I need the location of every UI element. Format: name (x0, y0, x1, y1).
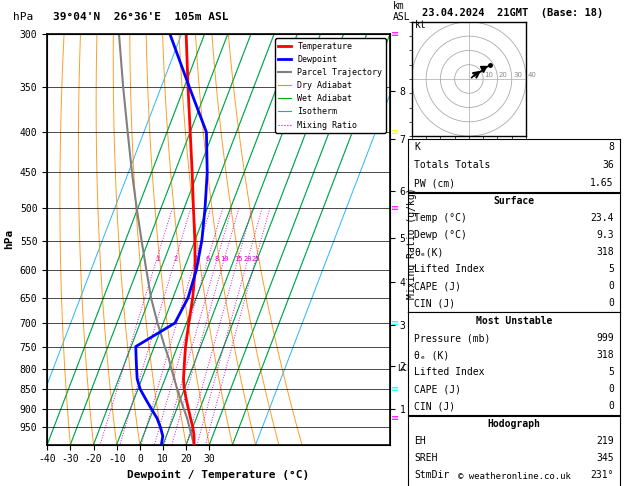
Text: 0: 0 (608, 298, 614, 308)
Text: 0: 0 (608, 384, 614, 394)
Text: 6: 6 (206, 256, 210, 262)
Text: EH: EH (414, 436, 426, 446)
Text: 20: 20 (243, 256, 252, 262)
Text: StmDir: StmDir (414, 470, 449, 480)
Y-axis label: km
ASL: km ASL (408, 230, 430, 248)
Text: 9.3: 9.3 (596, 230, 614, 240)
Text: 23.4: 23.4 (590, 213, 614, 224)
Text: 1.65: 1.65 (590, 178, 614, 188)
Text: ≡: ≡ (391, 413, 399, 423)
Text: ≡: ≡ (391, 127, 399, 137)
Text: 4: 4 (194, 256, 198, 262)
Text: Temp (°C): Temp (°C) (414, 213, 467, 224)
Legend: Temperature, Dewpoint, Parcel Trajectory, Dry Adiabat, Wet Adiabat, Isotherm, Mi: Temperature, Dewpoint, Parcel Trajectory… (275, 38, 386, 133)
Text: 318: 318 (596, 350, 614, 360)
Text: PW (cm): PW (cm) (414, 178, 455, 188)
Text: 345: 345 (596, 453, 614, 463)
Text: 318: 318 (596, 247, 614, 257)
Text: θₑ (K): θₑ (K) (414, 350, 449, 360)
Text: 36: 36 (602, 160, 614, 170)
X-axis label: Dewpoint / Temperature (°C): Dewpoint / Temperature (°C) (128, 470, 309, 480)
Text: Lifted Index: Lifted Index (414, 264, 484, 274)
Text: 30: 30 (513, 71, 522, 78)
Text: Hodograph: Hodograph (487, 419, 540, 429)
Text: 999: 999 (596, 333, 614, 343)
Text: Surface: Surface (493, 196, 535, 207)
Text: km
ASL: km ASL (393, 1, 411, 22)
Text: 20: 20 (499, 71, 508, 78)
Text: CAPE (J): CAPE (J) (414, 384, 461, 394)
Text: θₑ(K): θₑ(K) (414, 247, 443, 257)
Text: 231°: 231° (590, 470, 614, 480)
Text: Dewp (°C): Dewp (°C) (414, 230, 467, 240)
Text: 15: 15 (234, 256, 242, 262)
Text: Most Unstable: Most Unstable (476, 316, 552, 326)
Text: 5: 5 (608, 264, 614, 274)
Text: 1: 1 (155, 256, 159, 262)
Text: Lifted Index: Lifted Index (414, 367, 484, 377)
Text: ≡: ≡ (391, 318, 399, 328)
Text: K: K (414, 142, 420, 153)
Text: Totals Totals: Totals Totals (414, 160, 491, 170)
Y-axis label: hPa: hPa (4, 229, 14, 249)
Text: CIN (J): CIN (J) (414, 298, 455, 308)
Text: Pressure (mb): Pressure (mb) (414, 333, 491, 343)
Text: 0: 0 (608, 281, 614, 291)
Text: hPa: hPa (13, 12, 33, 22)
Text: 0: 0 (608, 401, 614, 411)
Text: 5: 5 (608, 367, 614, 377)
Text: CAPE (J): CAPE (J) (414, 281, 461, 291)
Text: 39°04'N  26°36'E  105m ASL: 39°04'N 26°36'E 105m ASL (53, 12, 229, 22)
Text: 10: 10 (484, 71, 494, 78)
Text: SREH: SREH (414, 453, 438, 463)
Text: LCL: LCL (397, 364, 412, 373)
Text: kt: kt (415, 19, 426, 30)
Text: CIN (J): CIN (J) (414, 401, 455, 411)
Text: Mixing Ratio (g/kg): Mixing Ratio (g/kg) (407, 187, 417, 299)
Text: 2: 2 (174, 256, 177, 262)
Text: ≡: ≡ (391, 384, 399, 394)
Text: 40: 40 (528, 71, 537, 78)
Text: ≡: ≡ (391, 29, 399, 39)
Text: 10: 10 (220, 256, 228, 262)
Text: 8: 8 (608, 142, 614, 153)
Text: 8: 8 (215, 256, 220, 262)
Text: 25: 25 (252, 256, 260, 262)
Text: 23.04.2024  21GMT  (Base: 18): 23.04.2024 21GMT (Base: 18) (422, 8, 603, 18)
Text: 219: 219 (596, 436, 614, 446)
Text: © weatheronline.co.uk: © weatheronline.co.uk (458, 472, 571, 481)
Text: ≡: ≡ (391, 203, 399, 213)
